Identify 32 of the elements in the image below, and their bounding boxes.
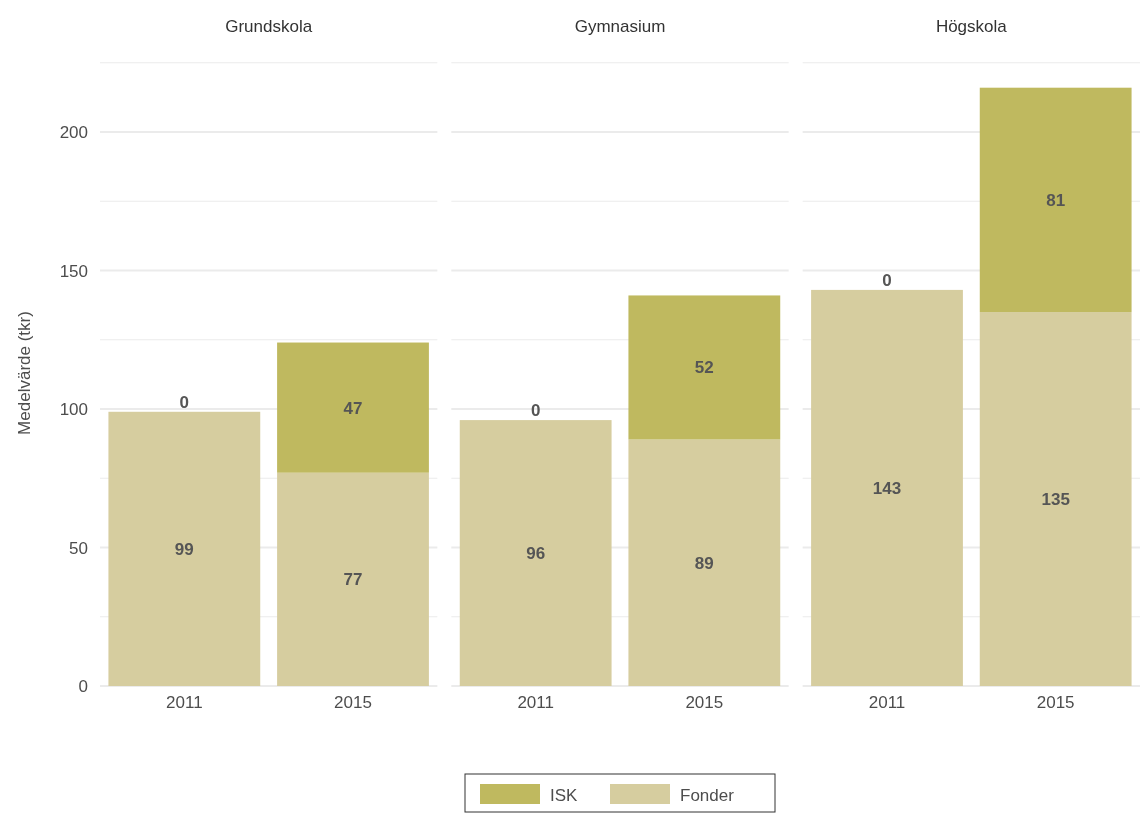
chart-title: Gymnasium	[574, 17, 666, 36]
data-label: 81	[1046, 190, 1066, 210]
y-tick-label: 150	[59, 261, 88, 281]
data-label: 135	[1041, 490, 1070, 510]
data-label: 52	[694, 358, 714, 378]
bar	[277, 472, 429, 686]
data-label: 0	[179, 392, 190, 412]
data-label: 0	[530, 401, 541, 421]
bar	[108, 411, 261, 686]
chart-title: Högskola	[935, 17, 1008, 36]
x-tick-label: 2011	[517, 693, 554, 712]
legend-label: ISK	[550, 786, 579, 805]
data-label: 77	[343, 570, 363, 590]
data-label: 99	[174, 539, 194, 559]
x-tick-label: 2015	[1036, 693, 1075, 712]
bar	[277, 342, 429, 473]
data-label: 143	[872, 478, 902, 498]
y-tick-label: 100	[59, 400, 88, 420]
x-tick-label: 2015	[685, 693, 724, 712]
data-label: 89	[694, 553, 714, 573]
y-tick-label: 0	[78, 677, 88, 696]
y-tick-label: 200	[59, 123, 88, 143]
data-label: 96	[526, 544, 546, 564]
x-tick-label: 2011	[166, 693, 203, 712]
data-label: 47	[343, 398, 363, 418]
x-tick-label: 2015	[334, 693, 372, 712]
y-tick-label: 50	[69, 538, 88, 558]
y-axis-title: Medelvärde (tkr)	[15, 311, 34, 435]
legend-label: Fonder	[680, 786, 735, 805]
x-tick-label: 2011	[868, 693, 906, 712]
data-label: 0	[882, 270, 892, 290]
chart-title: Grundskola	[225, 17, 313, 36]
